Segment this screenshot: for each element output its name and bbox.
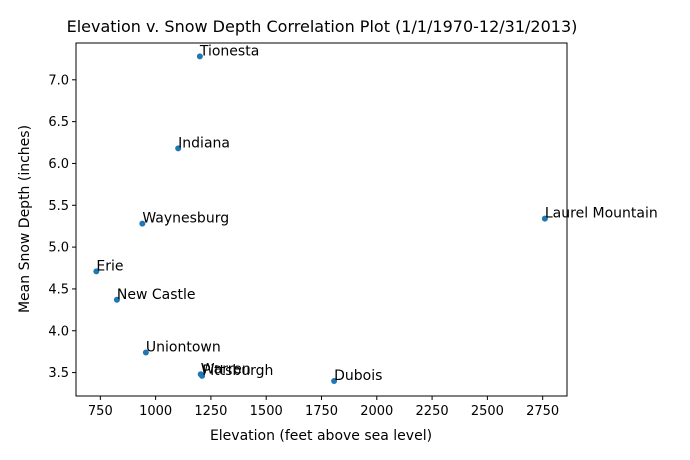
- point-label: Laurel Mountain: [545, 206, 658, 222]
- data-point: [199, 372, 206, 379]
- y-tick-label: 4.5: [48, 282, 69, 297]
- x-tick-label: 1250: [194, 404, 227, 419]
- y-tick-label: 3.5: [48, 366, 69, 381]
- plot-area: 750 1000 1250 1500 1750 2000 2250 2500 2750 3.5 4.…: [48, 42, 658, 419]
- x-axis-label: Elevation (feet above sea level): [210, 428, 432, 444]
- y-tick-label: 5.5: [48, 199, 69, 214]
- data-point: [113, 296, 120, 303]
- data-point: [139, 220, 146, 227]
- data-point: [331, 377, 338, 384]
- y-tick-label: 7.0: [48, 73, 69, 88]
- y-tick-label: 5.0: [48, 241, 69, 256]
- data-point: [142, 349, 149, 356]
- x-tick-label: 2750: [526, 404, 559, 419]
- x-tick-label: 2250: [416, 404, 449, 419]
- data-point: [93, 268, 100, 275]
- x-tick-label: 750: [88, 404, 113, 419]
- x-tick-label: 2500: [471, 404, 504, 419]
- point-label: Uniontown: [146, 340, 221, 356]
- point-label: Indiana: [178, 135, 230, 151]
- data-point: [541, 215, 548, 222]
- y-tick-label: 6.5: [48, 115, 69, 130]
- y-tick-label: 4.0: [48, 324, 69, 339]
- x-tick-label: 2000: [360, 404, 393, 419]
- point-label: Warren: [201, 361, 251, 377]
- y-tick-label: 6.0: [48, 157, 69, 172]
- point-label: New Castle: [117, 287, 196, 303]
- point-label: Tionesta: [199, 43, 259, 59]
- chart-title: Elevation v. Snow Depth Correlation Plot…: [67, 17, 578, 36]
- point-label: Dubois: [334, 368, 382, 384]
- x-tick-label: 1750: [305, 404, 338, 419]
- x-tick-label: 1000: [139, 404, 172, 419]
- point-label: Erie: [96, 258, 123, 274]
- point-label: Pittsburgh: [202, 363, 273, 379]
- y-axis-label: Mean Snow Depth (inches): [17, 125, 33, 313]
- point-label: Waynesburg: [142, 211, 229, 227]
- data-point: [175, 145, 182, 152]
- x-tick-label: 1500: [250, 404, 283, 419]
- data-point: [196, 53, 203, 60]
